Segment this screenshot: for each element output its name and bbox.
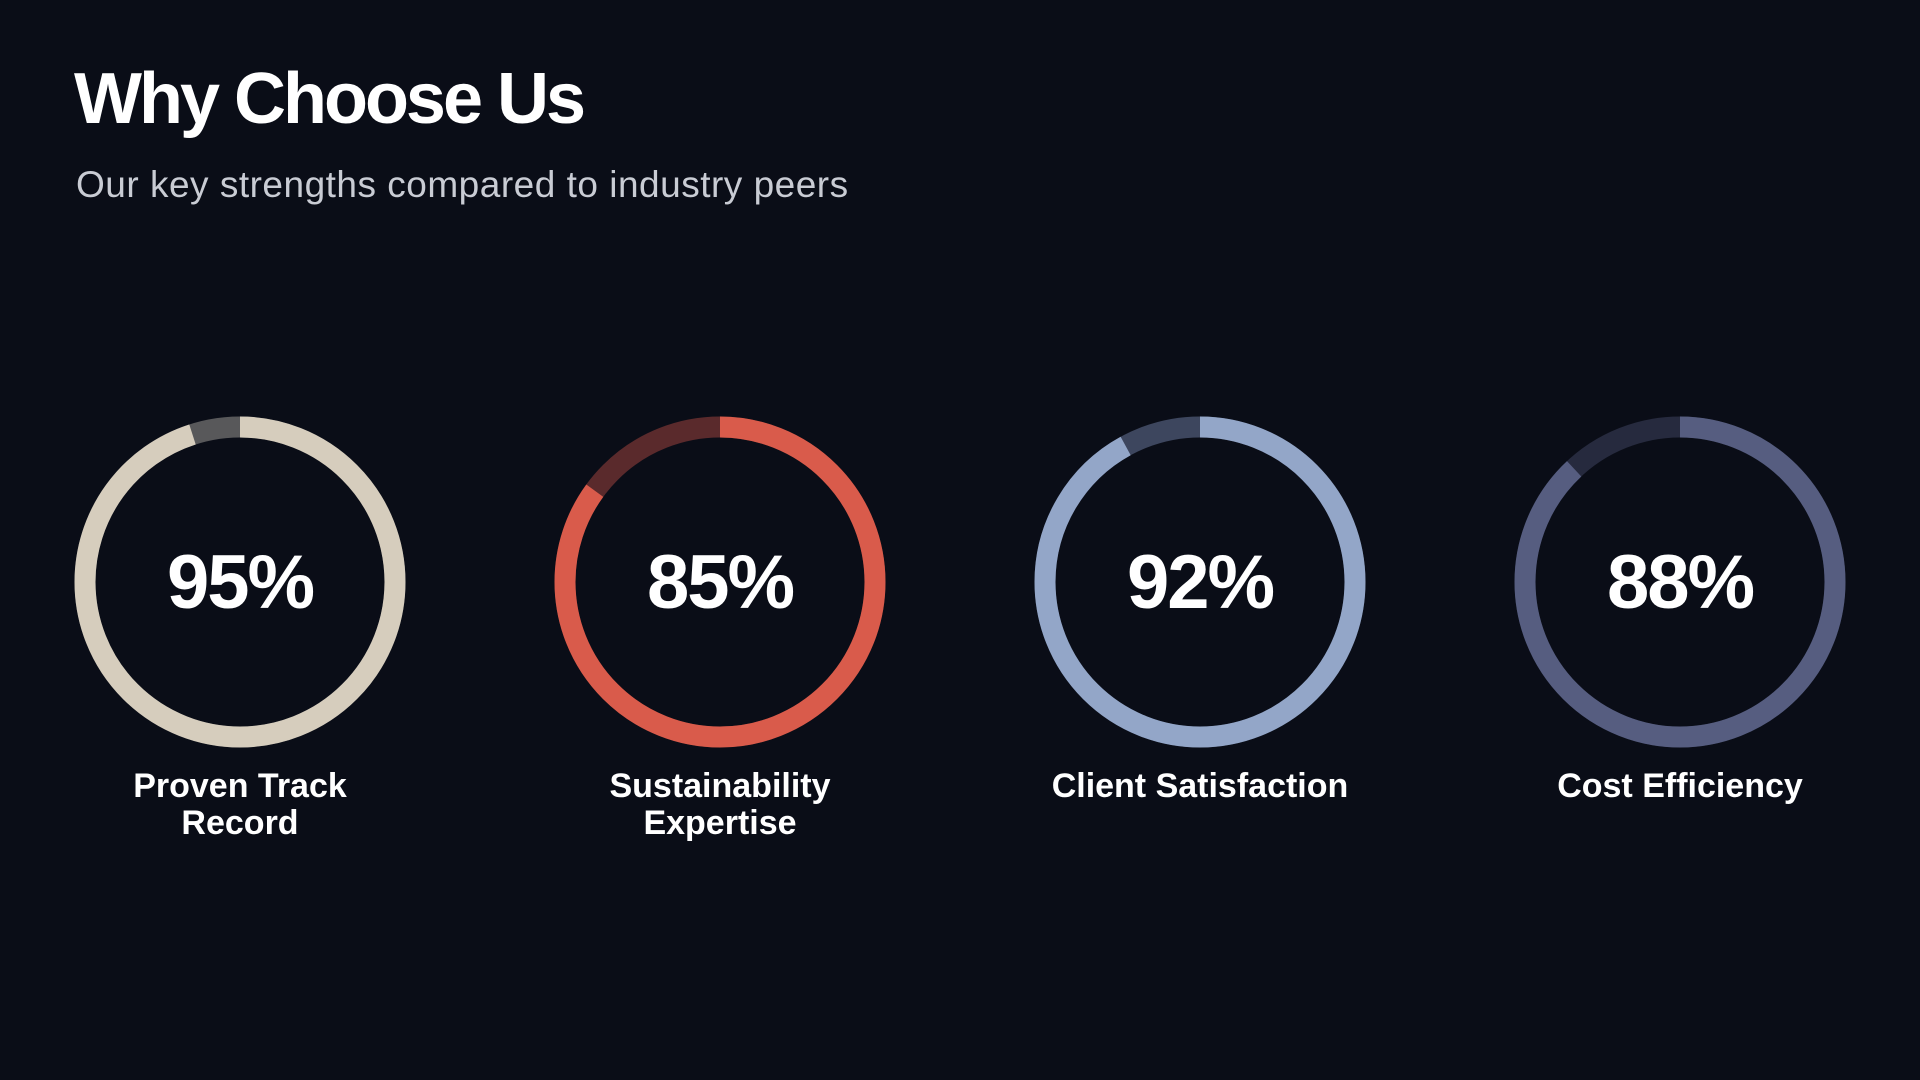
gauge-label: Proven Track Record [133, 767, 347, 842]
gauge-arc [554, 416, 886, 748]
gauge-value: 88% [1607, 540, 1754, 625]
subtitle: Our key strengths compared to industry p… [76, 164, 849, 205]
gauge-label: Sustainability Expertise [609, 767, 831, 842]
gauge-arc [74, 416, 406, 748]
gauge-value: 92% [1127, 540, 1274, 625]
gauge-value: 95% [167, 540, 314, 625]
gauge-label: Client Satisfaction [1051, 767, 1349, 805]
gauge-arc [1514, 416, 1846, 748]
gauge-arc [1034, 416, 1366, 748]
gauge-label: Cost Efficiency [1557, 767, 1803, 805]
gauge-value: 85% [647, 540, 794, 625]
title: Why Choose Us [74, 59, 586, 139]
